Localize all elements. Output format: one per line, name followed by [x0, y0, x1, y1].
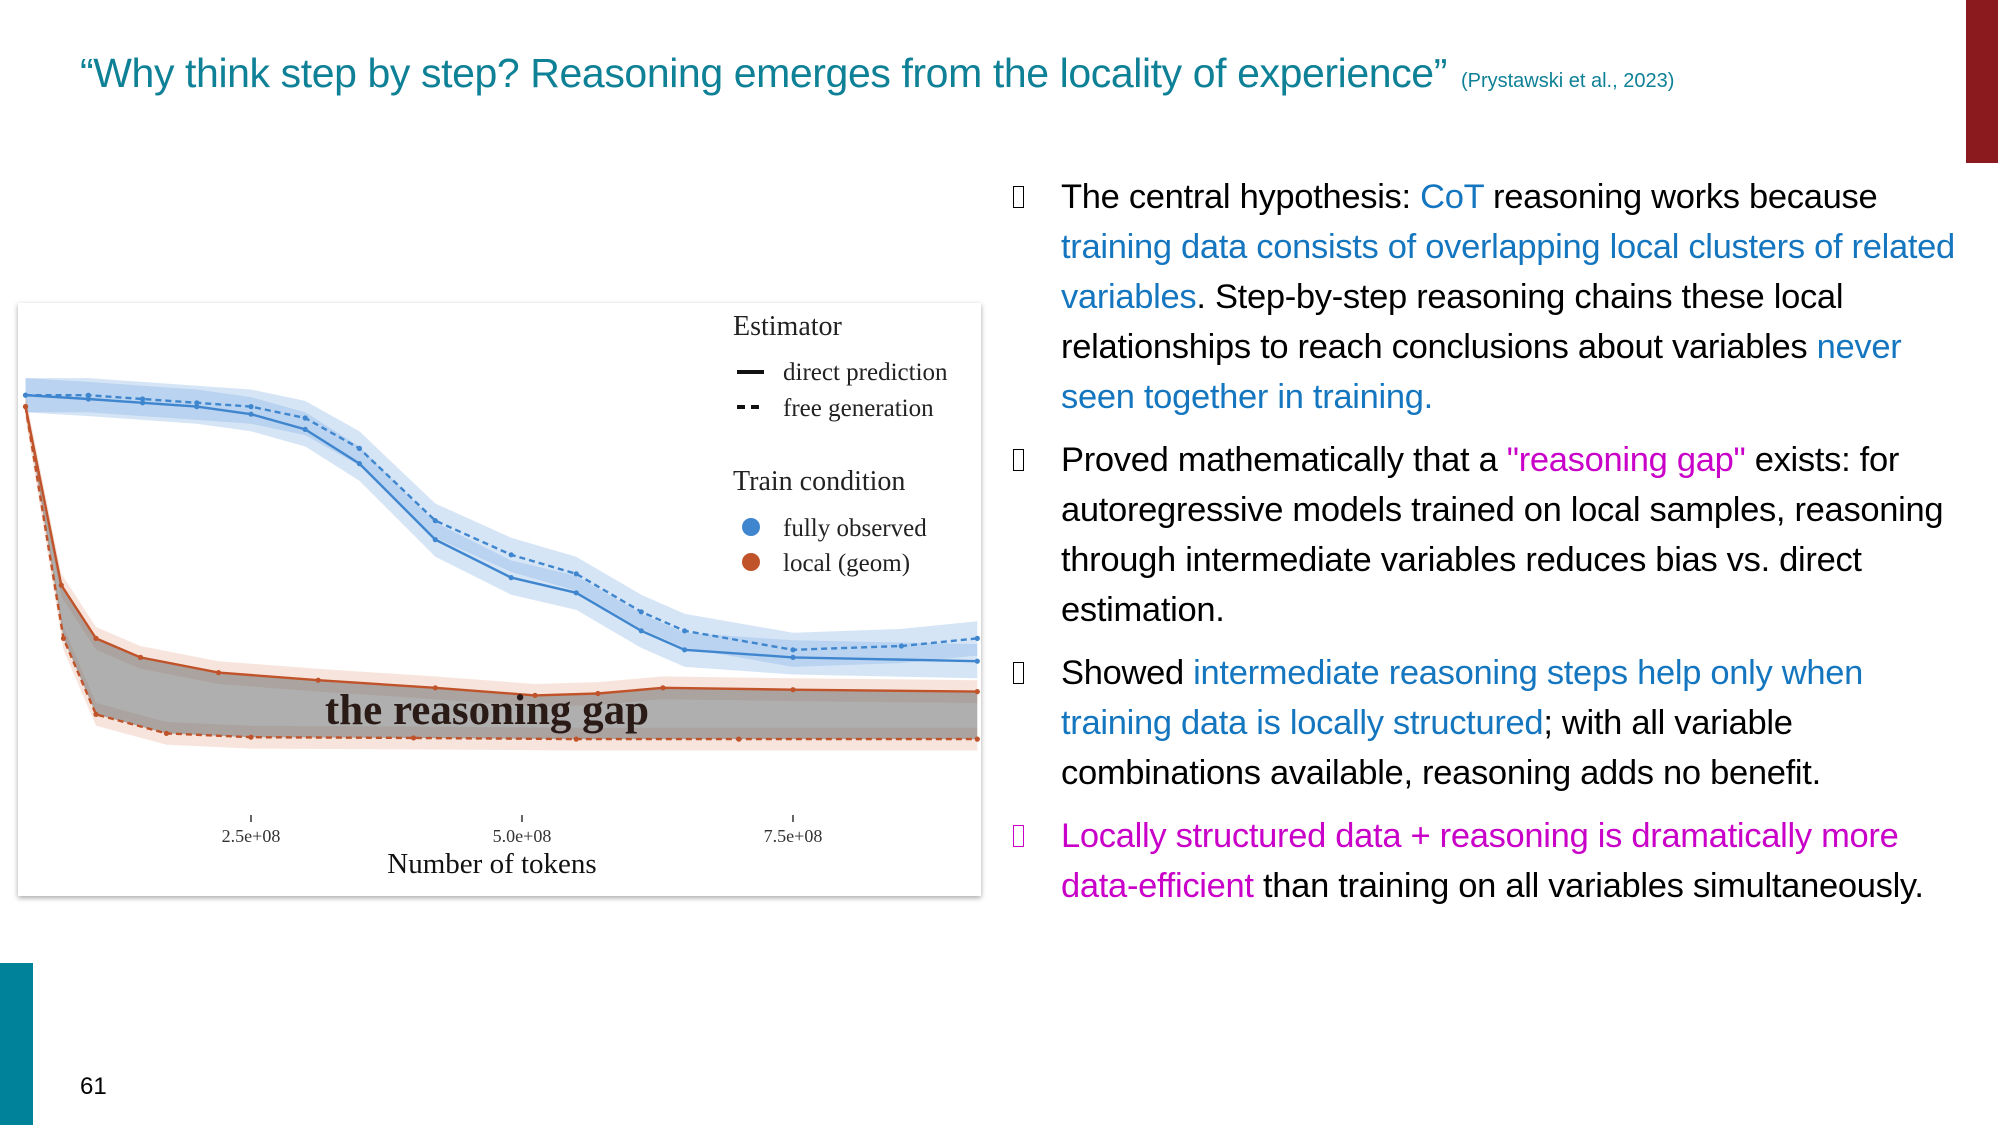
reasoning-gap-chart: the reasoning gap 2.5e+08 5.0e+08 7.5e+08 … — [18, 303, 981, 896]
page-number: 61 — [80, 1073, 107, 1100]
bullet-text-segment: . Step-by-step reasoning chains these lo… — [1061, 278, 1844, 366]
data-point — [790, 654, 796, 661]
bullet-text-segment: intermediate reasoning steps help only w… — [1061, 654, 1864, 742]
bullet-text-segment: never seen together in training. — [1061, 328, 1902, 416]
data-point — [573, 590, 579, 596]
series-line — [25, 394, 978, 663]
series-line — [24, 406, 978, 697]
data-point — [638, 628, 644, 634]
bullet-item: The central hypothesis: CoT reasoning wo… — [1010, 172, 1960, 422]
data-point — [248, 734, 254, 740]
data-point — [356, 445, 362, 451]
reasoning-gap-region — [25, 406, 978, 740]
data-point — [315, 677, 321, 683]
data-point — [898, 643, 905, 649]
data-point — [60, 635, 67, 642]
bullet-box-icon — [1013, 825, 1024, 847]
data-point — [58, 582, 64, 588]
legend-orange-dot-icon — [742, 553, 760, 571]
bullet-text-segment: "reasoning gap" — [1506, 441, 1746, 479]
bullet-text-segment: training data consists of overlapping lo… — [1061, 228, 1955, 316]
legend-free-generation: free generation — [783, 395, 934, 422]
data-point — [140, 400, 146, 406]
bullet-box-icon — [1013, 186, 1024, 208]
data-point — [432, 685, 438, 691]
legend-fully-observed: fully observed — [783, 515, 927, 542]
data-point — [302, 426, 308, 432]
accent-bar-teal — [0, 963, 33, 1125]
data-point — [85, 392, 91, 398]
data-point — [140, 396, 146, 402]
x-axis-label: Number of tokens — [387, 848, 596, 880]
data-point — [638, 609, 644, 615]
data-point — [215, 670, 222, 676]
data-point — [302, 415, 308, 421]
legend: Estimator direct prediction free generat… — [733, 311, 948, 577]
confidence-band — [25, 378, 978, 679]
bullet-text-segment: ; with all variable combinations availab… — [1061, 704, 1821, 792]
bullet-text-segment: reasoning works because — [1483, 178, 1878, 216]
title-text: “Why think step by step? Reasoning emerg… — [80, 50, 1447, 96]
data-point — [790, 687, 796, 693]
legend-estimator-title: Estimator — [733, 311, 843, 342]
data-point — [248, 411, 254, 417]
series-line — [25, 394, 978, 652]
data-point — [93, 635, 99, 642]
bullet-text-segment: than training on all variables simultane… — [1253, 867, 1924, 905]
data-point — [682, 647, 688, 653]
bullet-text-segment: Showed — [1061, 654, 1194, 692]
annotation-reasoning-gap: the reasoning gap — [325, 687, 649, 734]
legend-condition-title: Train condition — [733, 466, 905, 497]
bullet-text-segment: Locally structured data + reasoning is d… — [1061, 817, 1899, 905]
data-point — [93, 711, 99, 718]
data-point — [356, 461, 362, 467]
data-point — [974, 736, 980, 742]
data-point — [137, 654, 144, 661]
bullet-text-segment: Proved mathematically that a — [1061, 441, 1507, 479]
data-point — [194, 400, 200, 406]
data-point — [194, 404, 200, 410]
citation: (Prystawski et al., 2023) — [1460, 70, 1675, 92]
data-point — [163, 730, 170, 737]
data-point — [790, 647, 796, 653]
bullet-box-icon — [1013, 662, 1024, 684]
data-point — [22, 404, 29, 410]
x-tick-label: 7.5e+08 — [764, 826, 823, 846]
data-point — [432, 537, 438, 543]
data-point — [573, 736, 579, 742]
legend-direct-prediction: direct prediction — [783, 359, 948, 386]
data-point — [974, 658, 980, 664]
bullet-item: Showed intermediate reasoning steps help… — [1010, 648, 1960, 798]
data-point — [736, 736, 742, 742]
slide-title: “Why think step by step? Reasoning emerg… — [80, 50, 1674, 97]
confidence-band — [25, 378, 978, 667]
data-point — [532, 692, 538, 699]
data-point — [411, 735, 417, 741]
data-point — [85, 396, 91, 402]
data-point — [432, 518, 438, 524]
data-point — [573, 571, 579, 577]
data-point — [682, 628, 688, 634]
x-tick-label: 2.5e+08 — [222, 826, 281, 846]
data-point — [508, 552, 514, 558]
bullet-text-segment: The central hypothesis: — [1061, 178, 1421, 216]
bullet-item: Proved mathematically that a "reasoning … — [1010, 435, 1960, 635]
bullet-list: The central hypothesis: CoT reasoning wo… — [1010, 172, 1960, 924]
data-point — [660, 685, 666, 691]
bullet-item: Locally structured data + reasoning is d… — [1010, 811, 1960, 911]
bullet-text-segment: CoT — [1420, 178, 1484, 216]
data-point — [22, 392, 29, 398]
bullet-text-segment: exists: for autoregressive models traine… — [1061, 441, 1944, 629]
data-point — [974, 689, 980, 695]
data-point — [595, 690, 601, 697]
legend-blue-dot-icon — [742, 518, 760, 536]
data-point — [508, 575, 514, 581]
legend-local-geom: local (geom) — [783, 550, 910, 577]
bullet-box-icon — [1013, 449, 1024, 471]
data-point — [248, 404, 254, 410]
x-tick-label: 5.0e+08 — [493, 826, 552, 846]
accent-bar-red — [1966, 0, 1998, 163]
data-point — [974, 635, 980, 642]
